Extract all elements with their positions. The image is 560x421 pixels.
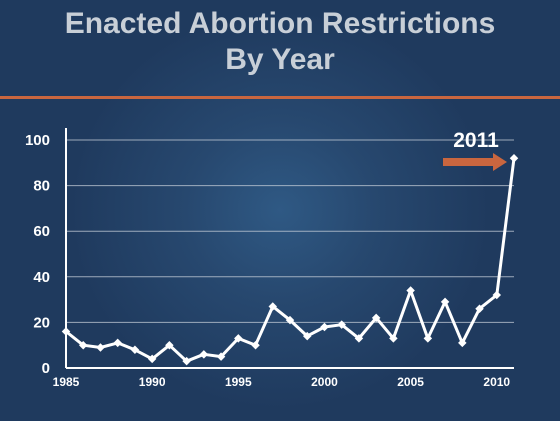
data-point-2002 xyxy=(354,334,364,343)
title-line-1: Enacted Abortion Restrictions xyxy=(64,7,496,40)
data-point-1987 xyxy=(96,343,105,352)
data-point-1992 xyxy=(182,356,191,366)
data-point-1996 xyxy=(251,340,260,350)
y-axis-ticks: 0 20 40 60 80 100 xyxy=(25,132,50,377)
data-point-1991 xyxy=(165,340,174,350)
data-point-2006 xyxy=(423,334,433,343)
chart-title: Enacted Abortion Restrictions By Year xyxy=(0,6,560,78)
annotation-arrow-head xyxy=(493,153,507,171)
data-point-1988 xyxy=(113,338,122,348)
data-point-1989 xyxy=(130,345,140,355)
data-point-2009 xyxy=(475,304,484,313)
data-point-1999 xyxy=(302,331,312,341)
x-tick-label-2000: 2000 xyxy=(311,375,338,389)
data-point-2003 xyxy=(371,313,381,323)
data-point-2000 xyxy=(320,322,329,332)
annotations-group: 2011 xyxy=(443,129,507,171)
x-tick-label-1995: 1995 xyxy=(225,375,252,389)
data-point-1998 xyxy=(285,315,295,325)
y-tick-label-20: 20 xyxy=(33,314,50,331)
data-point-1985 xyxy=(61,327,71,336)
y-tick-label-60: 60 xyxy=(33,223,50,240)
data-point-1995 xyxy=(234,334,243,343)
series-group xyxy=(61,153,519,366)
data-point-1994 xyxy=(216,352,226,361)
x-tick-label-1990: 1990 xyxy=(139,375,166,389)
data-point-2005 xyxy=(406,286,415,295)
data-point-2010 xyxy=(492,290,502,300)
data-point-2007 xyxy=(440,297,450,307)
y-tick-label-0: 0 xyxy=(42,360,50,377)
series-line-0 xyxy=(65,158,516,363)
data-point-2008 xyxy=(458,338,467,348)
y-tick-label-80: 80 xyxy=(33,178,50,195)
x-tick-label-2005: 2005 xyxy=(397,375,424,389)
y-tick-label-100: 100 xyxy=(25,132,50,149)
x-tick-label-1985: 1985 xyxy=(53,375,80,389)
data-point-2001 xyxy=(337,320,346,329)
data-point-1990 xyxy=(147,354,157,364)
data-point-2004 xyxy=(389,334,398,343)
x-tick-label-2010: 2010 xyxy=(483,375,510,389)
title-line-2: By Year xyxy=(225,43,335,76)
annotation-label: 2011 xyxy=(453,129,499,152)
data-point-1986 xyxy=(78,340,88,350)
data-point-1997 xyxy=(268,302,278,311)
data-point-1993 xyxy=(199,350,209,359)
data-point-2011 xyxy=(509,153,519,163)
annotation-arrow-shaft xyxy=(443,158,493,166)
title-divider xyxy=(0,96,560,99)
y-tick-label-40: 40 xyxy=(33,269,50,286)
grid-lines xyxy=(65,128,514,369)
x-axis-ticks: 1985 1990 1995 2000 2005 2010 xyxy=(53,375,511,389)
